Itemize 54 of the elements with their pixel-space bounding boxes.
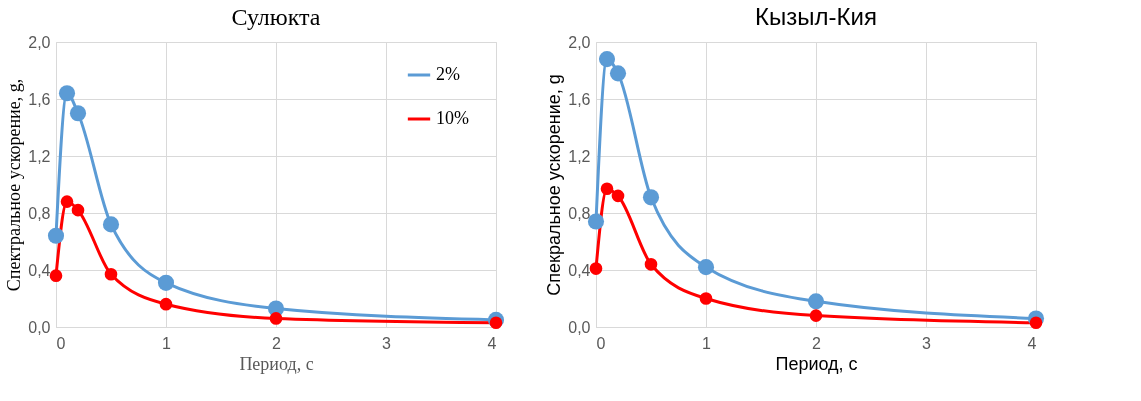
x-tick-label: 0 [56,334,66,352]
point [71,203,85,217]
y-tick-label: 0,4 [568,261,591,279]
x-tick-label: 1 [162,334,172,352]
y-tick-label: 0,0 [28,318,51,336]
point [600,182,614,196]
point [699,292,713,305]
point [47,227,65,244]
point [49,269,63,283]
chart-title: Сулюкта [231,4,321,30]
point [611,189,625,203]
point [60,195,74,208]
x-tick-label: 3 [382,334,392,352]
y-axis-title: Спекральное ускорение, g [544,74,565,296]
y-tick-label: 2,0 [568,33,591,51]
x-tick-label: 2 [812,334,822,352]
point [1029,316,1043,330]
x-axis-title: Период, с [239,353,314,374]
y-tick-label: 1,6 [568,90,591,108]
point [58,85,76,102]
point [589,262,603,275]
point [644,257,658,271]
legend-label: 2% [436,64,460,84]
y-tick-label: 0,8 [568,204,591,222]
point [102,216,120,233]
x-tick-label: 3 [922,334,932,352]
point [489,316,503,330]
x-tick-label: 2 [272,334,282,352]
point [269,312,283,325]
chart-title: Кызыл-Кия [755,3,877,30]
y-axis-title: Спектральное ускорение, g, [4,78,25,292]
point [157,274,175,291]
y-tick-label: 1,2 [568,147,591,165]
x-tick-label: 4 [487,334,497,352]
point [159,297,173,311]
legend-label: 10% [436,108,469,128]
x-axis-title: Период, с [775,353,858,374]
point [598,51,616,68]
point [104,267,118,281]
point [609,65,627,82]
y-tick-label: 0,4 [28,261,51,279]
y-tick-label: 0,0 [568,318,591,336]
point [69,105,87,122]
x-tick-label: 4 [1027,334,1037,352]
x-tick-label: 1 [702,334,712,352]
x-tick-label: 0 [596,334,606,352]
y-tick-label: 1,6 [28,90,51,108]
point [807,293,825,310]
y-tick-label: 1,2 [28,147,51,165]
point [642,189,660,206]
y-tick-label: 2,0 [28,33,51,51]
point [697,259,715,276]
y-tick-label: 0,8 [28,204,51,222]
point [809,309,823,322]
